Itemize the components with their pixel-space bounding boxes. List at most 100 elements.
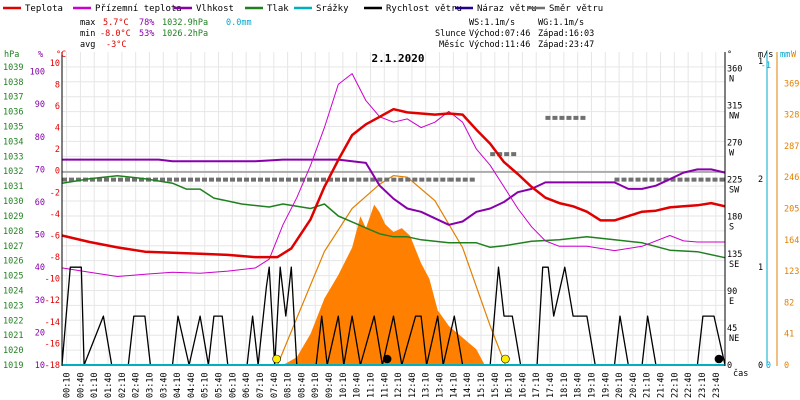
temperature-tick: 6 [55,102,60,112]
time-tick: 04:10 [173,372,183,398]
stats-block: max 5.7°C 78% 1032.9hPa 0.0mm min -8.0°C… [80,18,252,50]
time-tick: 00:40 [76,372,86,398]
time-tick: 05:40 [215,372,225,398]
humidity-tick: 20 [35,328,45,338]
sunrise-marker [272,354,281,364]
sun-moon-markers [272,354,724,364]
stat-max-press: 1032.9hPa [162,18,208,28]
sunset-marker [501,354,510,364]
stat-max-temp: 5.7°C [103,18,129,28]
time-tick: 16:40 [518,372,528,398]
temperature-line [61,107,726,259]
radiation-tick: 0 [784,361,789,371]
time-tick: 09:10 [311,372,321,398]
temperature-tick: 8 [55,80,60,90]
radiation-tick: 123 [784,267,799,277]
right-axis-lines [766,52,778,366]
time-tick: 01:10 [90,372,100,398]
time-tick: 05:10 [201,372,211,398]
sun-moon-info: WS:1.1m/s WG:1.1m/s Slunce Východ:07:46 … [435,18,594,50]
humidity-axis-header: % [38,50,43,60]
pressure-tick: 1039 [3,63,23,73]
time-tick: 01:40 [104,372,114,398]
pressure-tick: 1020 [3,346,23,356]
direction-tick: 45 [727,324,737,334]
time-tick: 17:40 [546,372,556,398]
pressure-tick: 1019 [3,361,23,371]
time-tick: 20:40 [629,372,639,398]
direction-tick: 315 [727,102,742,112]
radiation-tick: 287 [784,142,799,152]
direction-tick: 90 [727,287,737,297]
wind-tick: 1 [758,57,763,67]
radiation-tick: 41 [784,330,794,340]
time-tick: 23:10 [698,372,708,398]
time-tick: 18:10 [560,372,570,398]
time-tick: 18:40 [574,372,584,398]
time-tick: 02:10 [118,372,128,398]
time-tick: 22:40 [684,372,694,398]
wind-speed-info: WS:1.1m/s [469,18,515,28]
direction-tick: 0 [727,361,732,371]
direction-tick: 135 [727,250,742,260]
humidity-tick: 60 [35,198,45,208]
time-tick: 11:40 [380,372,390,398]
time-tick: 23:40 [712,372,722,398]
direction-label: S [729,223,734,233]
moonset-marker [714,354,724,364]
pressure-tick: 1029 [3,212,23,222]
pressure-tick: 1022 [3,316,23,326]
wind-axis-header: m/s [758,50,773,60]
pressure-axis-header: hPa [4,50,19,60]
moon-rise: Východ:11:46 [469,40,530,50]
temperature-tick: 10 [50,59,60,69]
time-tick: 08:10 [284,372,294,398]
time-tick: 15:10 [477,372,487,398]
radiation-tick: 82 [784,298,794,308]
time-tick: 15:40 [491,372,501,398]
stat-min-temp: -8.0°C [100,29,131,39]
time-tick: 19:40 [601,372,611,398]
moonrise-marker [382,354,392,364]
chart-title: 2.1.2020 [372,52,425,65]
moon-label: Měsíc [439,40,465,50]
time-tick: 21:40 [657,372,667,398]
pressure-tick: 1032 [3,167,23,177]
legend-item: Přízemní teplota [95,4,182,14]
humidity-tick: 40 [35,263,45,273]
sun-rise: Východ:07:46 [469,29,530,39]
temperature-tick: -16 [45,339,60,349]
direction-label: E [729,297,734,307]
sun-set: Západ:16:03 [538,29,594,39]
time-tick: 13:40 [436,372,446,398]
time-tick: 13:10 [422,372,432,398]
radiation-tick: 328 [784,111,799,121]
time-tick: 17:10 [532,372,542,398]
time-tick: 20:10 [615,372,625,398]
legend-item: Teplota [25,4,63,14]
data-lines [61,73,726,366]
time-tick: 09:40 [325,372,335,398]
wind-tick: 1 [758,263,763,273]
wind-tick: 2 [758,175,763,185]
time-tick: 06:10 [228,372,238,398]
legend-item: Náraz větru [477,4,537,14]
temperature-tick: -4 [50,210,60,220]
time-tick: 08:40 [297,372,307,398]
time-tick: 03:40 [159,372,169,398]
humidity-tick: 50 [35,231,45,241]
pressure-tick: 1034 [3,137,23,147]
pressure-tick: 1028 [3,227,23,237]
time-tick: 10:10 [339,372,349,398]
radiation-tick: 205 [784,205,799,215]
direction-tick: 270 [727,139,742,149]
stat-max-label: max [80,18,95,28]
sun-label: Slunce [435,29,466,39]
time-tick: 07:40 [270,372,280,398]
pressure-tick: 1030 [3,197,23,207]
legend-item: Srážky [316,4,349,14]
plot-frame [61,52,726,366]
humidity-tick: 30 [35,296,45,306]
stat-avg-label: avg [80,40,95,50]
stat-min-label: min [80,29,95,39]
